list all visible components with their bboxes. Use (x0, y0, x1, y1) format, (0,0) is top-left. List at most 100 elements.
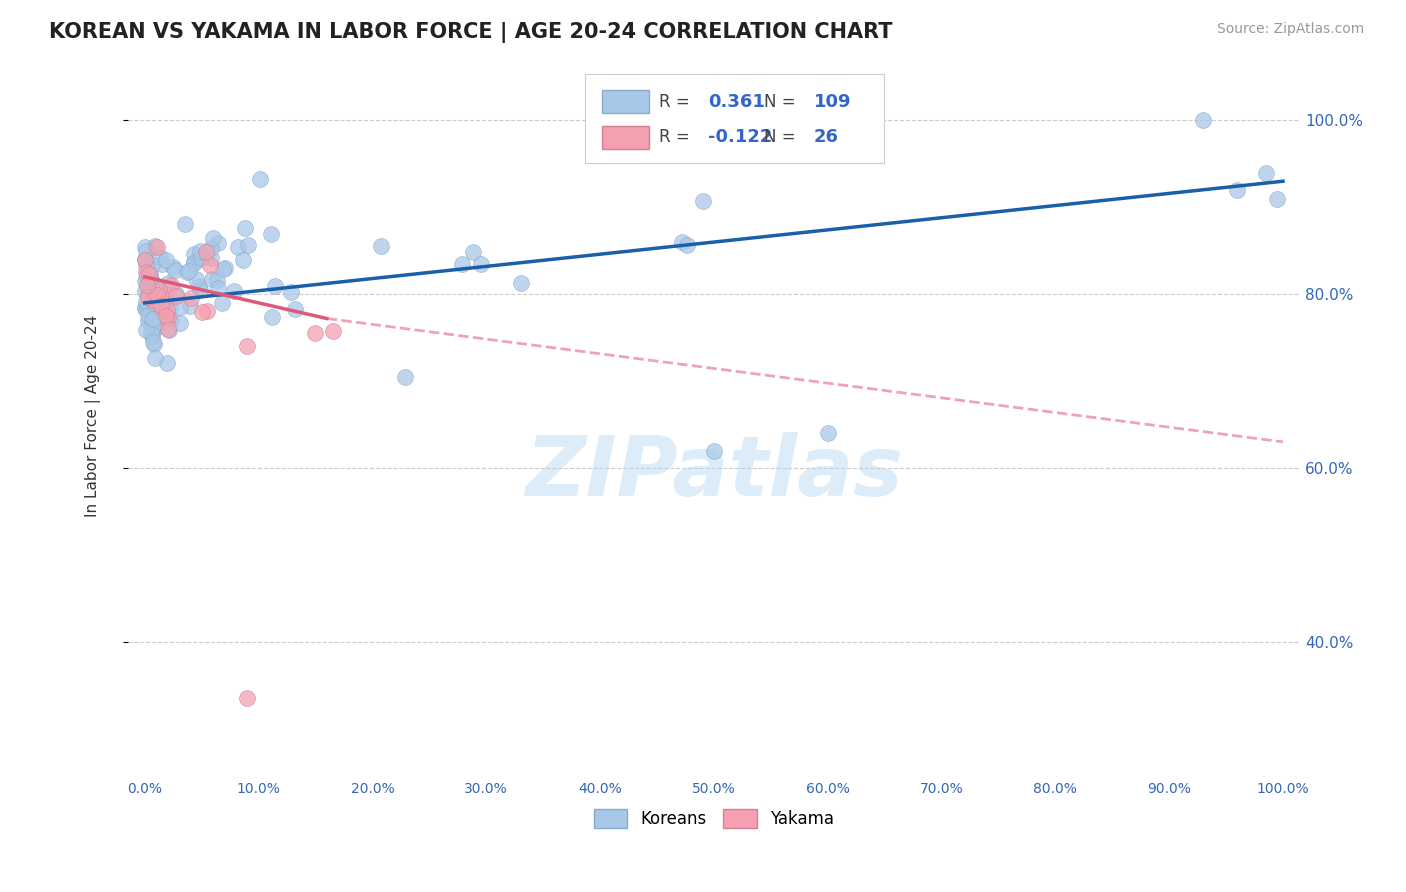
Point (143, 351, 166, 365)
Text: 60.0%: 60.0% (806, 782, 849, 797)
Point (174, 217, 197, 231)
Point (136, 266, 159, 280)
Point (510, 277, 533, 291)
FancyBboxPatch shape (603, 126, 650, 149)
Point (157, 323, 180, 337)
Point (139, 326, 162, 340)
Text: N =: N = (765, 93, 801, 111)
Text: 0.0%: 0.0% (128, 782, 162, 797)
Point (284, 302, 307, 317)
Point (198, 258, 221, 272)
Point (165, 289, 187, 303)
Point (134, 274, 156, 288)
Text: 100.0%: 100.0% (1257, 782, 1309, 797)
Point (136, 290, 159, 304)
Point (236, 339, 259, 353)
Text: 10.0%: 10.0% (236, 782, 281, 797)
Point (145, 292, 167, 306)
Point (141, 316, 163, 330)
Point (1254, 165, 1277, 179)
Point (322, 324, 344, 338)
Point (143, 336, 166, 351)
Point (195, 304, 218, 318)
Point (1226, 183, 1249, 197)
Point (190, 304, 212, 318)
Point (260, 227, 283, 242)
Point (280, 285, 302, 299)
Point (211, 296, 233, 310)
Legend: Koreans, Yakama: Koreans, Yakama (588, 803, 841, 835)
Point (201, 272, 224, 286)
Point (145, 279, 167, 293)
Point (134, 301, 156, 315)
Point (156, 356, 179, 370)
Point (183, 256, 205, 270)
Point (150, 257, 173, 271)
Text: 0.361: 0.361 (709, 93, 765, 111)
Point (370, 239, 392, 253)
Point (142, 287, 165, 301)
Point (236, 691, 259, 706)
Point (136, 285, 159, 300)
Point (180, 291, 202, 305)
Point (463, 244, 485, 259)
Point (149, 300, 172, 314)
Point (188, 283, 211, 297)
Point (134, 284, 156, 298)
Point (671, 235, 693, 249)
Point (142, 296, 165, 310)
Text: 109: 109 (814, 93, 851, 111)
Point (169, 301, 191, 315)
Point (232, 252, 254, 267)
Point (142, 312, 165, 326)
Point (143, 239, 166, 253)
Point (134, 239, 156, 253)
Point (165, 286, 187, 301)
Point (470, 257, 492, 271)
Point (149, 250, 172, 264)
Point (152, 294, 174, 309)
Point (134, 301, 156, 316)
Text: 90.0%: 90.0% (1147, 782, 1191, 797)
Point (190, 251, 212, 265)
Point (201, 230, 224, 244)
Point (146, 240, 169, 254)
Point (155, 302, 177, 317)
Point (136, 308, 159, 322)
Point (134, 252, 156, 267)
Point (176, 265, 198, 279)
Point (138, 301, 160, 315)
Text: KOREAN VS YAKAMA IN LABOR FORCE | AGE 20-24 CORRELATION CHART: KOREAN VS YAKAMA IN LABOR FORCE | AGE 20… (49, 22, 893, 44)
Point (139, 267, 162, 281)
Point (134, 252, 156, 267)
Text: 20.0%: 20.0% (350, 782, 394, 797)
Point (155, 293, 177, 308)
Point (156, 276, 179, 290)
Point (135, 293, 157, 308)
Text: 80.0%: 80.0% (1033, 782, 1077, 797)
Point (135, 300, 157, 314)
Point (142, 319, 165, 334)
Text: 70.0%: 70.0% (920, 782, 963, 797)
Point (207, 236, 229, 251)
Point (141, 258, 163, 272)
Point (139, 272, 162, 286)
Point (135, 244, 157, 258)
Point (249, 172, 271, 186)
Point (155, 309, 177, 323)
Point (146, 299, 169, 313)
Point (142, 292, 165, 306)
Point (188, 279, 211, 293)
Point (692, 194, 714, 208)
Text: 30.0%: 30.0% (464, 782, 508, 797)
Point (136, 313, 159, 327)
Point (141, 280, 163, 294)
Point (200, 241, 222, 255)
Point (163, 263, 186, 277)
Point (188, 244, 211, 258)
Point (162, 260, 184, 274)
Point (141, 293, 163, 307)
Point (155, 253, 177, 268)
Text: 50.0%: 50.0% (692, 782, 735, 797)
Point (226, 240, 249, 254)
